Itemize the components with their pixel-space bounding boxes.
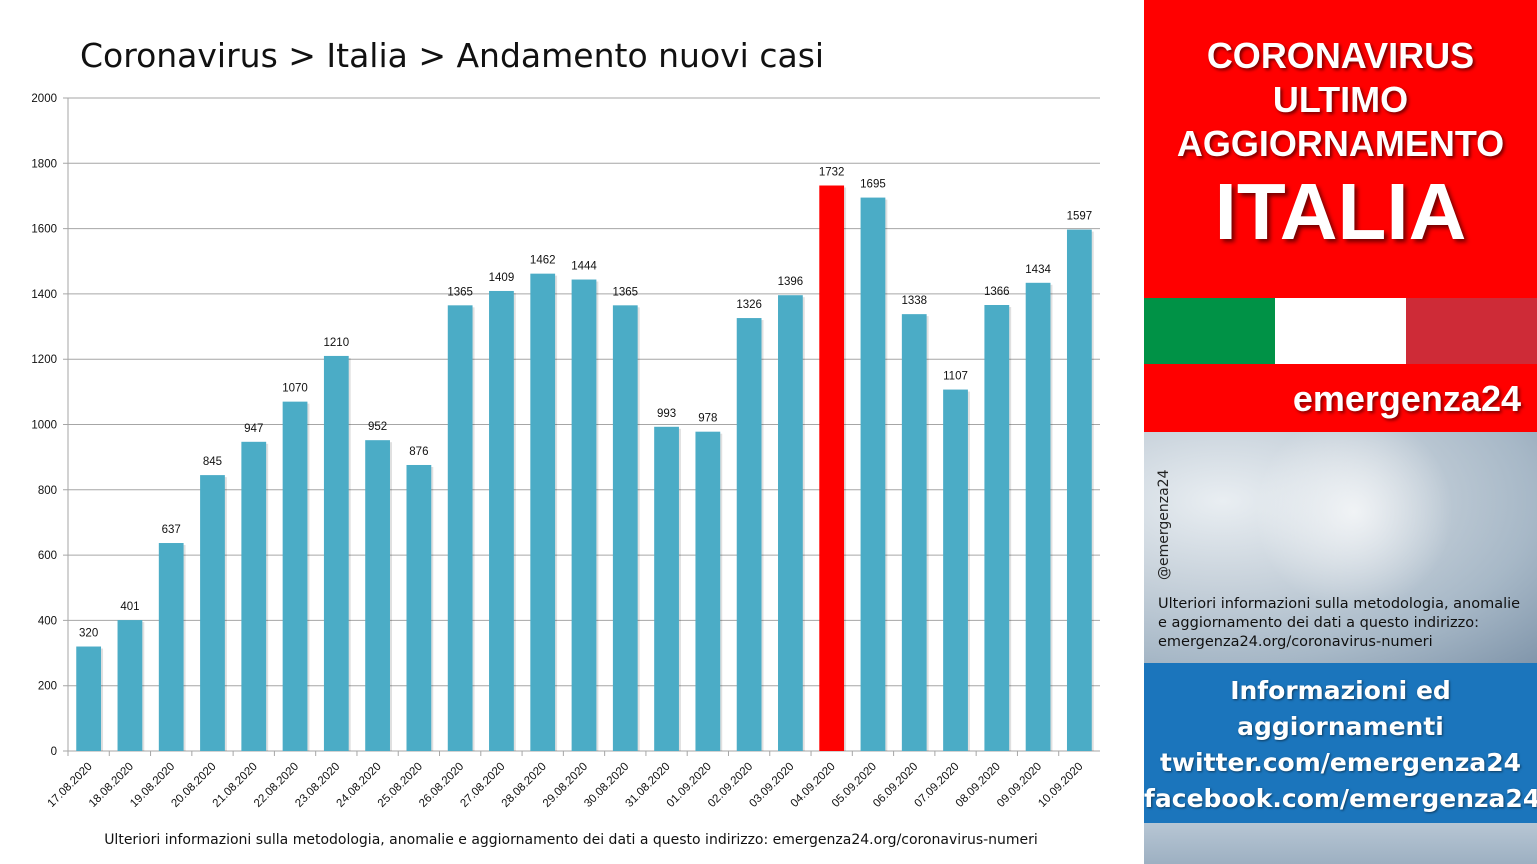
flag-stripe-green bbox=[1144, 298, 1275, 364]
info-line-2: aggiornamenti bbox=[1237, 712, 1444, 741]
data-label: 1434 bbox=[1025, 264, 1051, 276]
data-label: 1210 bbox=[324, 337, 350, 349]
data-label: 876 bbox=[409, 446, 428, 458]
banner-country: ITALIA bbox=[1214, 167, 1467, 256]
bar bbox=[984, 305, 1010, 751]
bar bbox=[489, 290, 514, 751]
y-tick-label: 1200 bbox=[31, 354, 57, 366]
bar bbox=[158, 543, 184, 751]
bottom-strip bbox=[1144, 823, 1537, 864]
info-line-1: Informazioni ed bbox=[1230, 676, 1451, 705]
data-label: 1366 bbox=[984, 286, 1010, 298]
bar bbox=[241, 441, 267, 751]
facebook-link[interactable]: facebook.com/emergenza24 bbox=[1144, 784, 1537, 813]
bar bbox=[695, 431, 721, 751]
data-label: 1107 bbox=[943, 371, 968, 383]
data-label: 1338 bbox=[901, 295, 927, 307]
data-label: 978 bbox=[698, 413, 717, 425]
bar bbox=[612, 305, 638, 751]
data-label: 1444 bbox=[571, 261, 597, 273]
data-label: 637 bbox=[162, 524, 181, 536]
bar bbox=[323, 355, 349, 751]
background-photo: @emergenza24 Ulteriori informazioni sull… bbox=[1144, 432, 1537, 663]
twitter-link[interactable]: twitter.com/emergenza24 bbox=[1159, 748, 1522, 777]
bar bbox=[778, 295, 803, 751]
y-tick-label: 0 bbox=[51, 746, 57, 758]
brand-bar: emergenza24 bbox=[1144, 364, 1537, 432]
data-label: 1396 bbox=[778, 276, 804, 288]
data-label: 320 bbox=[79, 628, 98, 640]
data-label: 952 bbox=[368, 421, 387, 433]
bar bbox=[1066, 229, 1092, 752]
data-label: 993 bbox=[657, 408, 676, 420]
y-tick-label: 2000 bbox=[31, 93, 57, 105]
bar-chart: 320 401 637 845 947 1070 1210 952 876 1365 1409 146… bbox=[31, 93, 1100, 810]
bar bbox=[654, 426, 679, 751]
update-banner: CORONAVIRUS ULTIMO AGGIORNAMENTO ITALIA bbox=[1144, 0, 1537, 298]
x-tick-label: 10.09.2020 bbox=[1036, 761, 1085, 810]
banner-line-1: CORONAVIRUS bbox=[1206, 35, 1475, 76]
flag-stripe-white bbox=[1275, 298, 1406, 364]
data-label: 1326 bbox=[736, 299, 762, 311]
y-tick-label: 1800 bbox=[31, 158, 57, 170]
bar bbox=[530, 273, 556, 751]
bar bbox=[943, 389, 968, 751]
bar bbox=[282, 401, 308, 751]
bar bbox=[860, 197, 886, 751]
data-label: 1695 bbox=[860, 179, 886, 191]
bar bbox=[1025, 282, 1051, 751]
data-label: 1597 bbox=[1067, 211, 1093, 223]
data-label: 1365 bbox=[612, 286, 638, 298]
brand-name: emergenza24 bbox=[1292, 378, 1521, 419]
chart-title: Coronavirus > Italia > Andamento nuovi c… bbox=[80, 36, 825, 75]
data-label: 1409 bbox=[489, 272, 515, 284]
y-tick-label: 200 bbox=[38, 681, 57, 693]
bar bbox=[117, 620, 143, 751]
bar bbox=[406, 464, 432, 751]
data-label: 1070 bbox=[282, 383, 308, 395]
bar bbox=[365, 440, 390, 751]
y-tick-label: 400 bbox=[38, 615, 57, 627]
bar bbox=[76, 646, 102, 751]
y-tick-label: 1400 bbox=[31, 289, 57, 301]
photo-highlight bbox=[1254, 432, 1454, 612]
banner-line-3: AGGIORNAMENTO bbox=[1176, 123, 1505, 164]
data-label: 401 bbox=[120, 601, 139, 613]
banner-line-2: ULTIMO bbox=[1272, 79, 1409, 120]
bar bbox=[736, 318, 762, 751]
info-box: Informazioni ed aggiornamenti twitter.co… bbox=[1144, 663, 1537, 823]
flag-stripe-red bbox=[1406, 298, 1537, 364]
bar bbox=[901, 314, 927, 751]
data-label: 1365 bbox=[447, 286, 473, 298]
y-tick-label: 1600 bbox=[31, 224, 57, 236]
y-tick-label: 1000 bbox=[31, 420, 57, 432]
methodology-note: Ulteriori informazioni sulla metodologia… bbox=[1158, 596, 1521, 650]
data-label: 845 bbox=[203, 456, 222, 468]
y-tick-label: 800 bbox=[38, 485, 57, 497]
data-label: 1732 bbox=[819, 167, 845, 179]
social-handle: @emergenza24 bbox=[1156, 469, 1172, 581]
y-tick-label: 600 bbox=[38, 550, 57, 562]
data-label: 1462 bbox=[530, 255, 556, 267]
right-panel: CORONAVIRUS ULTIMO AGGIORNAMENTO ITALIA … bbox=[1144, 0, 1537, 864]
bar bbox=[200, 475, 225, 751]
bar bbox=[571, 279, 597, 751]
bar-highlight bbox=[819, 185, 845, 751]
data-label: 947 bbox=[244, 423, 263, 435]
italian-flag-icon bbox=[1144, 298, 1537, 364]
footer-note: Ulteriori informazioni sulla metodologia… bbox=[104, 832, 1038, 848]
bar bbox=[447, 305, 473, 751]
